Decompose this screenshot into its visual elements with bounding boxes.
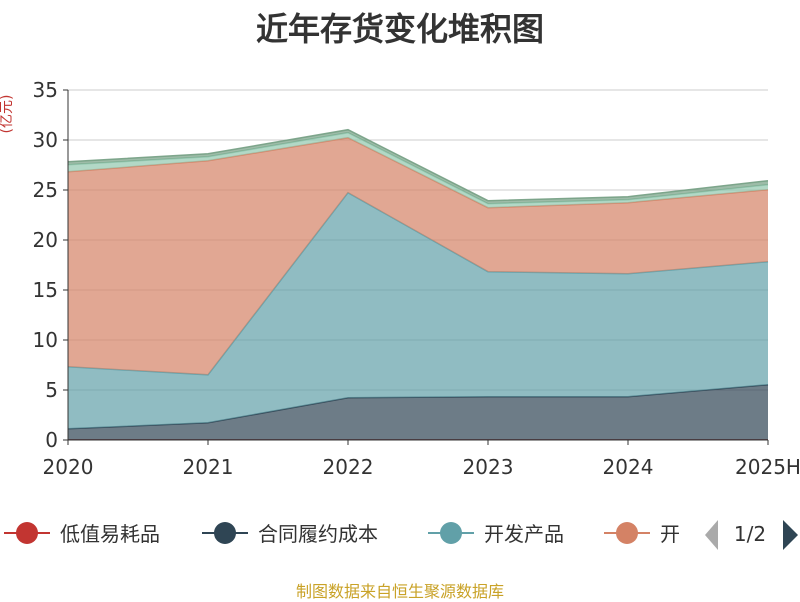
y-tick-label: 10	[33, 328, 58, 352]
legend-label: 开	[660, 522, 680, 546]
x-tick-label: 2021	[183, 455, 234, 479]
legend: 低值易耗品 合同履约成本 开发产品 开 1/2	[4, 520, 798, 550]
triangle-right-icon[interactable]	[783, 520, 798, 550]
x-tick-label: 2025H	[735, 455, 800, 479]
y-tick-label: 15	[33, 278, 58, 302]
y-tick-label: 35	[33, 78, 58, 102]
y-tick-label: 5	[45, 378, 58, 402]
legend-marker	[214, 522, 236, 544]
legend-item-0[interactable]: 低值易耗品	[4, 522, 160, 546]
y-tick-label: 30	[33, 128, 58, 152]
legend-item-3[interactable]: 开	[604, 522, 680, 546]
stacked-areas	[68, 130, 768, 440]
y-tick-label: 0	[45, 428, 58, 452]
legend-marker	[440, 522, 462, 544]
x-tick-label: 2023	[463, 455, 514, 479]
y-tick-label: 25	[33, 178, 58, 202]
legend-marker	[616, 522, 638, 544]
legend-item-1[interactable]: 合同履约成本	[202, 522, 378, 546]
legend-label: 合同履约成本	[258, 522, 378, 546]
legend-label: 低值易耗品	[60, 522, 160, 546]
legend-label: 开发产品	[484, 522, 564, 546]
source-note: 制图数据来自恒生聚源数据库	[0, 578, 800, 602]
legend-page-indicator: 1/2	[734, 522, 766, 546]
triangle-left-icon[interactable]	[705, 520, 718, 550]
y-tick-label: 20	[33, 228, 58, 252]
x-tick-label: 2022	[323, 455, 374, 479]
legend-marker	[16, 522, 38, 544]
x-tick-label: 2020	[43, 455, 94, 479]
legend-item-2[interactable]: 开发产品	[428, 522, 564, 546]
x-tick-label: 2024	[603, 455, 654, 479]
